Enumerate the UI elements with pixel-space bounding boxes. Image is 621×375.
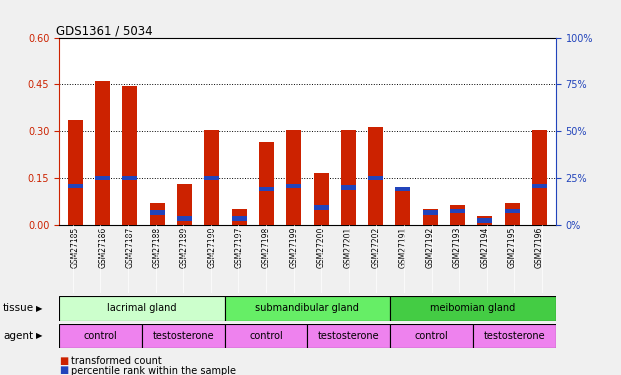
Bar — [532, 184, 547, 188]
Bar — [532, 130, 547, 225]
Bar — [307, 324, 390, 348]
Bar — [450, 209, 465, 213]
Bar — [423, 210, 438, 215]
Bar — [150, 210, 165, 215]
Text: testosterone: testosterone — [152, 331, 214, 341]
Bar — [177, 184, 192, 225]
Bar — [478, 218, 492, 223]
Bar — [341, 130, 356, 225]
Bar — [505, 203, 520, 225]
Bar — [122, 176, 137, 180]
Bar — [286, 130, 301, 225]
Text: testosterone: testosterone — [484, 331, 545, 341]
Bar — [286, 184, 301, 188]
Text: agent: agent — [3, 331, 34, 341]
Bar — [396, 188, 410, 225]
Bar — [505, 209, 520, 213]
Text: control: control — [249, 331, 283, 341]
Bar — [396, 187, 410, 191]
Text: GDS1361 / 5034: GDS1361 / 5034 — [56, 24, 153, 38]
Bar — [95, 176, 110, 180]
Bar — [390, 324, 473, 348]
Bar — [314, 206, 329, 210]
Text: ▶: ▶ — [36, 304, 42, 313]
Bar — [68, 120, 83, 225]
Text: testosterone: testosterone — [318, 331, 379, 341]
Bar — [450, 205, 465, 225]
Text: percentile rank within the sample: percentile rank within the sample — [71, 366, 237, 375]
Bar — [204, 130, 219, 225]
Bar — [177, 216, 192, 221]
Bar — [368, 176, 383, 180]
Bar — [314, 173, 329, 225]
Bar — [225, 296, 390, 321]
Bar — [259, 187, 274, 191]
Bar — [204, 176, 219, 180]
Bar — [225, 324, 307, 348]
Text: tissue: tissue — [3, 303, 34, 313]
Bar — [122, 86, 137, 225]
Bar — [59, 296, 225, 321]
Bar — [232, 209, 247, 225]
Text: ■: ■ — [59, 356, 68, 366]
Bar — [423, 209, 438, 225]
Text: control: control — [83, 331, 117, 341]
Bar — [341, 185, 356, 190]
Text: ▶: ▶ — [36, 332, 42, 340]
Text: transformed count: transformed count — [71, 356, 162, 366]
Bar — [390, 296, 556, 321]
Bar — [368, 127, 383, 225]
Text: meibomian gland: meibomian gland — [430, 303, 515, 313]
Text: lacrimal gland: lacrimal gland — [107, 303, 176, 313]
Text: control: control — [415, 331, 448, 341]
Bar — [478, 216, 492, 225]
Bar — [68, 184, 83, 188]
Text: submandibular gland: submandibular gland — [255, 303, 360, 313]
Bar — [232, 216, 247, 221]
Bar — [95, 81, 110, 225]
Bar — [59, 324, 142, 348]
Bar — [259, 142, 274, 225]
Bar — [473, 324, 556, 348]
Bar — [150, 203, 165, 225]
Bar — [142, 324, 225, 348]
Text: ■: ■ — [59, 366, 68, 375]
